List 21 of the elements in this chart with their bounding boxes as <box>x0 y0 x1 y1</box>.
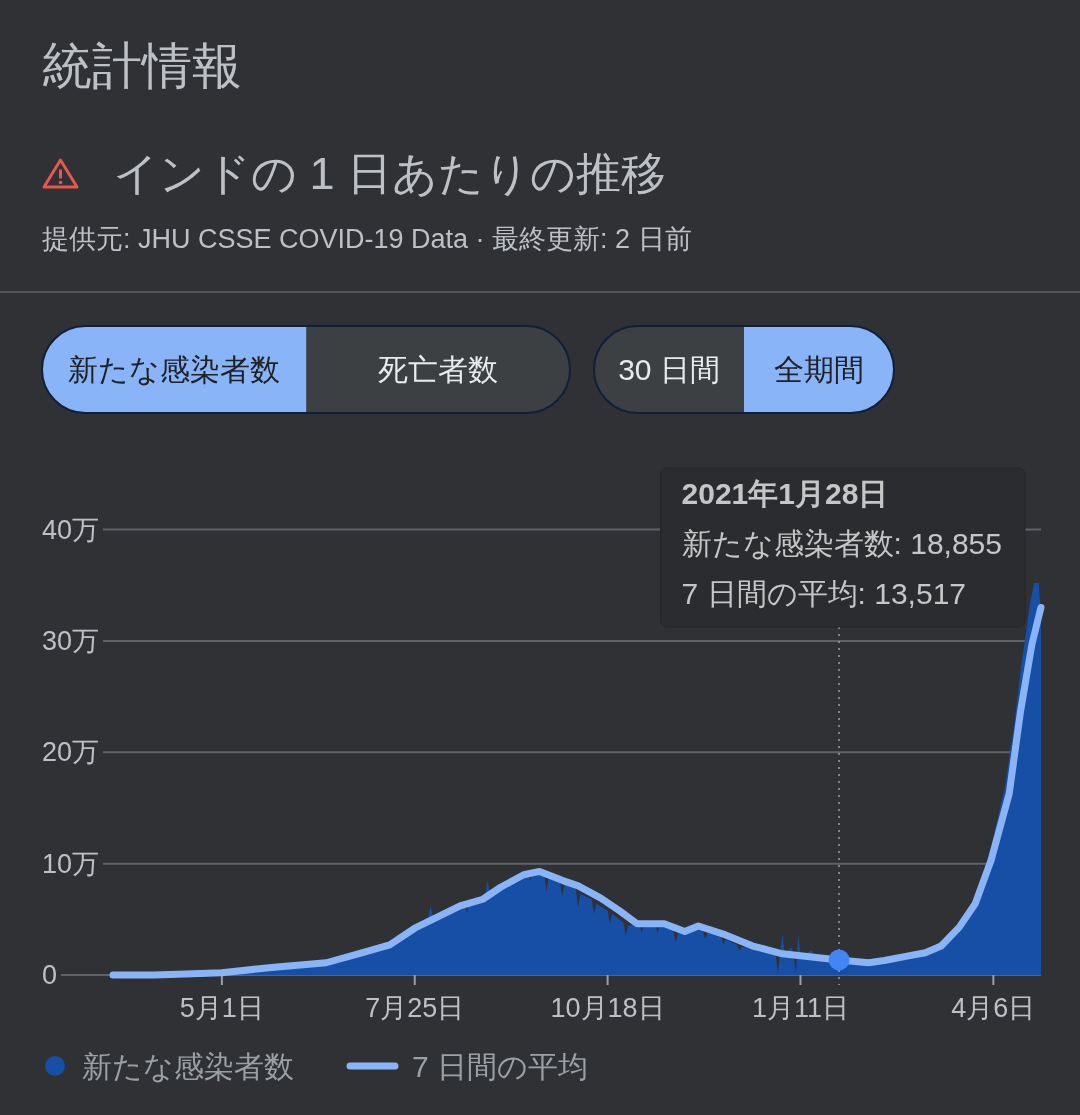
y-tick-label: 10万 <box>42 848 100 879</box>
annotation: 2021年1月28日 <box>681 476 889 510</box>
y-tick-label: 40万 <box>42 514 100 545</box>
y-tick-label: 30万 <box>42 625 100 656</box>
legend-item: 7 日間の平均 <box>346 1049 589 1083</box>
x-tick-label: 7月25日 <box>365 993 465 1023</box>
toggle: 30 日間 全期間 <box>593 325 895 414</box>
toggle: 新たな感染者数 死亡者数 <box>41 325 571 414</box>
y-tick-label: 20万 <box>42 737 100 768</box>
chart-subtitle: インドの 1 日あたりの推移 <box>113 147 667 199</box>
x-tick-label: 4月6日 <box>951 993 1036 1023</box>
annotation: 7 日間の平均: 13,517 <box>681 576 966 610</box>
chart-title: 統計情報 <box>42 38 242 94</box>
x-tick-label: 5月1日 <box>179 993 264 1023</box>
legend-label: 7 日間の平均 <box>412 1049 589 1083</box>
x-tick-label: 10月18日 <box>550 993 665 1023</box>
x-tick-label: 1月11日 <box>751 993 849 1023</box>
text: 提供元: JHU CSSE COVID-19 Data · 最終更新: 2 日前 <box>42 224 692 254</box>
y-tick-label: 0 <box>42 960 58 990</box>
legend-item: 新たな感染者数 <box>45 1049 294 1083</box>
annotation: 新たな感染者数: 18,855 <box>681 526 1002 560</box>
